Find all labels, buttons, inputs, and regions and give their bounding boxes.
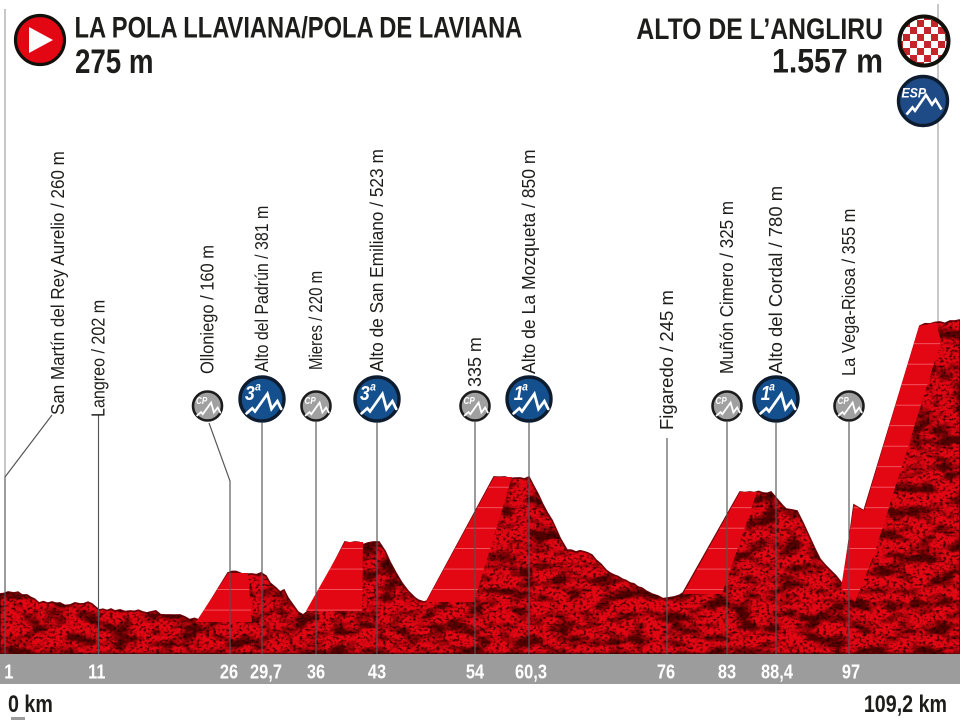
svg-text:3: 3 bbox=[360, 383, 370, 406]
svg-text:76: 76 bbox=[657, 660, 675, 683]
svg-text:60,3: 60,3 bbox=[515, 660, 547, 683]
svg-text:29,7: 29,7 bbox=[250, 660, 282, 683]
svg-text:CP: CP bbox=[464, 395, 475, 406]
svg-text:275 m: 275 m bbox=[75, 42, 154, 80]
svg-text:a: a bbox=[255, 381, 261, 394]
svg-text:CP: CP bbox=[196, 395, 207, 406]
svg-text:Olloniego / 160 m: Olloniego / 160 m bbox=[197, 245, 218, 374]
svg-text:0 km: 0 km bbox=[8, 690, 53, 717]
svg-text:54: 54 bbox=[466, 660, 485, 683]
svg-text:Alto de La Mozqueta / 850 m: Alto de La Mozqueta / 850 m bbox=[519, 149, 540, 374]
svg-text:ALTO DE L’ANGLIRU: ALTO DE L’ANGLIRU bbox=[636, 12, 883, 46]
svg-text:a: a bbox=[370, 381, 376, 394]
svg-text:a: a bbox=[522, 381, 528, 394]
svg-text:335 m: 335 m bbox=[465, 337, 485, 387]
svg-text:88,4: 88,4 bbox=[761, 660, 794, 683]
svg-text:Figaredo / 245 m: Figaredo / 245 m bbox=[656, 290, 677, 430]
svg-text:CP: CP bbox=[838, 395, 849, 406]
svg-text:ESP: ESP bbox=[901, 85, 926, 101]
svg-text:Langreo / 202 m: Langreo / 202 m bbox=[87, 300, 108, 417]
svg-text:3: 3 bbox=[245, 383, 255, 406]
svg-text:36: 36 bbox=[307, 660, 325, 683]
svg-text:1.557 m: 1.557 m bbox=[772, 42, 883, 80]
svg-text:1: 1 bbox=[514, 383, 524, 406]
svg-text:97: 97 bbox=[842, 660, 860, 683]
svg-text:43: 43 bbox=[368, 660, 386, 683]
svg-text:LA POLA LLAVIANA/POLA DE LAVIA: LA POLA LLAVIANA/POLA DE LAVIANA bbox=[75, 11, 523, 44]
svg-text:1: 1 bbox=[761, 383, 771, 406]
svg-text:26: 26 bbox=[220, 660, 238, 683]
svg-text:Alto de San Emiliano / 523 m: Alto de San Emiliano / 523 m bbox=[366, 149, 387, 372]
svg-text:CP: CP bbox=[305, 395, 316, 406]
svg-text:Alto del Cordal / 780 m: Alto del Cordal / 780 m bbox=[765, 186, 786, 374]
svg-text:Mieres / 220 m: Mieres / 220 m bbox=[306, 271, 327, 370]
svg-text:La Vega-Riosa / 355 m: La Vega-Riosa / 355 m bbox=[838, 209, 859, 376]
svg-text:a: a bbox=[769, 381, 775, 394]
svg-text:83: 83 bbox=[718, 660, 736, 683]
svg-text:Muñón Cimero / 325 m: Muñón Cimero / 325 m bbox=[716, 201, 737, 374]
svg-text:11: 11 bbox=[88, 660, 105, 683]
svg-text:Alto del Padrún / 381 m: Alto del Padrún / 381 m bbox=[251, 206, 272, 372]
svg-text:San Martín del Rey Aurelio / 2: San Martín del Rey Aurelio / 260 m bbox=[47, 151, 68, 415]
svg-text:109,2 km: 109,2 km bbox=[864, 690, 947, 717]
svg-text:CP: CP bbox=[716, 395, 727, 406]
svg-text:1: 1 bbox=[4, 660, 13, 683]
